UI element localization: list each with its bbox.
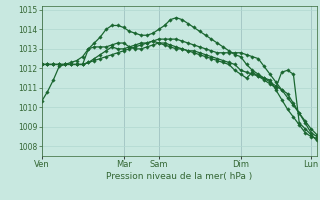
X-axis label: Pression niveau de la mer( hPa ): Pression niveau de la mer( hPa ): [106, 172, 252, 181]
